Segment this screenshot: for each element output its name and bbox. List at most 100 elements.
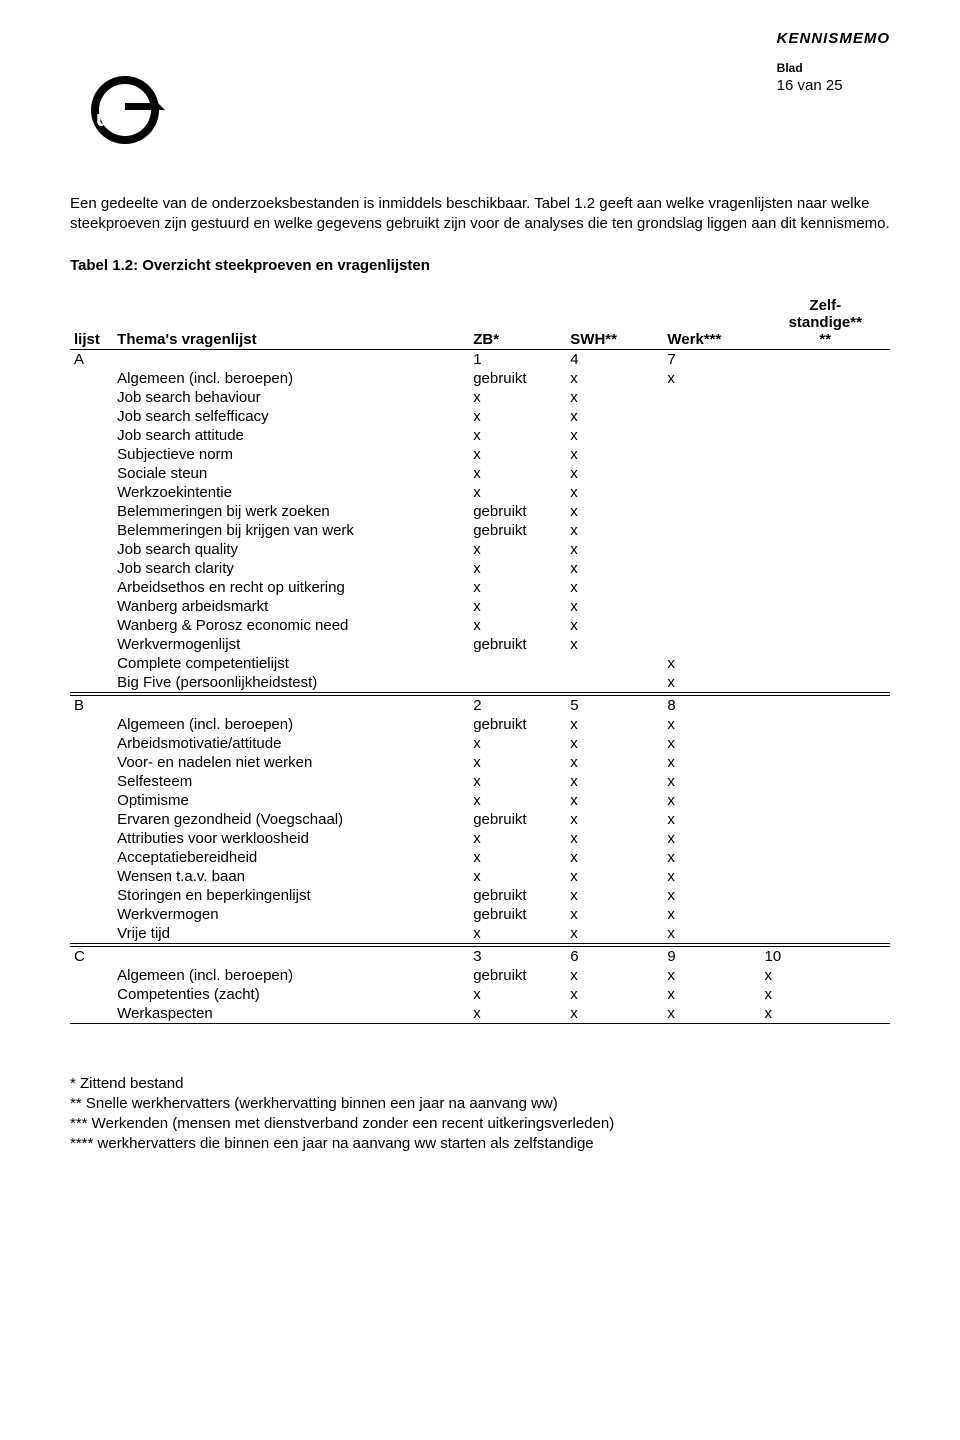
mark-cell: x <box>566 388 663 407</box>
col-werk-header: Werk*** <box>663 296 760 350</box>
table-row: Ervaren gezondheid (Voegschaal)gebruiktx… <box>70 810 890 829</box>
mark-cell <box>760 597 890 616</box>
table-row: Subjectieve normxx <box>70 445 890 464</box>
mark-cell <box>663 521 760 540</box>
footnote: *** Werkenden (mensen met dienstverband … <box>70 1114 890 1134</box>
mark-cell: x <box>566 407 663 426</box>
thema-cell: Werkzoekintentie <box>113 483 469 502</box>
mark-cell: x <box>566 985 663 1004</box>
mark-cell: x <box>469 578 566 597</box>
mark-cell: x <box>566 464 663 483</box>
mark-cell: x <box>663 1004 760 1024</box>
mark-cell: x <box>663 848 760 867</box>
col-zb-header: ZB* <box>469 296 566 350</box>
mark-cell: x <box>469 772 566 791</box>
thema-cell: Voor- en nadelen niet werken <box>113 753 469 772</box>
mark-cell <box>760 426 890 445</box>
mark-cell: x <box>566 445 663 464</box>
mark-cell: x <box>469 753 566 772</box>
mark-cell <box>760 369 890 388</box>
mark-cell <box>70 578 113 597</box>
table-row: Wensen t.a.v. baanxxx <box>70 867 890 886</box>
mark-cell <box>760 810 890 829</box>
mark-cell <box>760 559 890 578</box>
mark-cell <box>663 616 760 635</box>
thema-cell: Storingen en beperkingenlijst <box>113 886 469 905</box>
mark-cell <box>760 867 890 886</box>
table-row: Arbeidsethos en recht op uitkeringxx <box>70 578 890 597</box>
mark-cell: x <box>566 483 663 502</box>
mark-cell <box>663 540 760 559</box>
mark-cell: x <box>566 924 663 944</box>
mark-cell: x <box>663 867 760 886</box>
mark-cell <box>70 829 113 848</box>
section-num: 5 <box>566 695 663 715</box>
mark-cell: x <box>566 635 663 654</box>
mark-cell: x <box>469 829 566 848</box>
mark-cell <box>760 578 890 597</box>
zelf-header-line1: Zelf- <box>809 297 841 314</box>
mark-cell <box>70 810 113 829</box>
mark-cell <box>70 886 113 905</box>
mark-cell: x <box>469 445 566 464</box>
mark-cell: x <box>566 502 663 521</box>
section-num: 6 <box>566 946 663 966</box>
thema-cell: Wensen t.a.v. baan <box>113 867 469 886</box>
mark-cell <box>70 985 113 1004</box>
mark-cell: x <box>663 886 760 905</box>
footnote: **** werkhervatters die binnen een jaar … <box>70 1134 890 1154</box>
footnotes: * Zittend bestand ** Snelle werkhervatte… <box>70 1074 890 1155</box>
mark-cell: gebruikt <box>469 635 566 654</box>
mark-cell: x <box>663 715 760 734</box>
table-row: Storingen en beperkingenlijstgebruiktxx <box>70 886 890 905</box>
mark-cell: x <box>566 369 663 388</box>
mark-cell: x <box>566 772 663 791</box>
mark-cell: x <box>469 559 566 578</box>
mark-cell: gebruikt <box>469 521 566 540</box>
mark-cell <box>663 502 760 521</box>
mark-cell <box>760 521 890 540</box>
mark-cell: gebruikt <box>469 905 566 924</box>
mark-cell: x <box>663 791 760 810</box>
thema-cell: Arbeidsethos en recht op uitkering <box>113 578 469 597</box>
mark-cell: x <box>566 810 663 829</box>
thema-cell: Acceptatiebereidheid <box>113 848 469 867</box>
header-right: KENNISMEMO Blad 16 van 25 <box>777 30 890 94</box>
mark-cell: x <box>566 848 663 867</box>
mark-cell <box>760 886 890 905</box>
mark-cell <box>760 654 890 673</box>
table-row: Arbeidsmotivatie/attitudexxx <box>70 734 890 753</box>
table-row: Werkvermogenlijstgebruiktx <box>70 635 890 654</box>
table-row: Voor- en nadelen niet werkenxxx <box>70 753 890 772</box>
thema-cell: Werkvermogen <box>113 905 469 924</box>
table-row: Job search behaviourxx <box>70 388 890 407</box>
intro-paragraph: Een gedeelte van de onderzoeksbestanden … <box>70 194 890 235</box>
thema-cell: Wanberg arbeidsmarkt <box>113 597 469 616</box>
table-row: Algemeen (incl. beroepen)gebruiktxx <box>70 369 890 388</box>
mark-cell: x <box>663 654 760 673</box>
section-num: 7 <box>663 349 760 369</box>
col-zelf-header: Zelf- standige** ** <box>760 296 890 350</box>
thema-cell: Job search selfefficacy <box>113 407 469 426</box>
table-row: Competenties (zacht)xxxx <box>70 985 890 1004</box>
table-title: Tabel 1.2: Overzicht steekproeven en vra… <box>70 257 890 274</box>
mark-cell <box>760 791 890 810</box>
section-num: 8 <box>663 695 760 715</box>
section-num: 10 <box>760 946 890 966</box>
mark-cell: x <box>566 829 663 848</box>
table-row: Acceptatiebereidheidxxx <box>70 848 890 867</box>
mark-cell <box>663 407 760 426</box>
mark-cell <box>70 753 113 772</box>
mark-cell: gebruikt <box>469 502 566 521</box>
mark-cell <box>663 464 760 483</box>
mark-cell: x <box>566 578 663 597</box>
mark-cell: x <box>469 616 566 635</box>
mark-cell: x <box>469 540 566 559</box>
mark-cell: x <box>469 464 566 483</box>
mark-cell: x <box>566 905 663 924</box>
thema-cell: Subjectieve norm <box>113 445 469 464</box>
table-row: Werkaspectenxxxx <box>70 1004 890 1024</box>
mark-cell: x <box>760 966 890 985</box>
mark-cell <box>760 715 890 734</box>
mark-cell: x <box>469 1004 566 1024</box>
